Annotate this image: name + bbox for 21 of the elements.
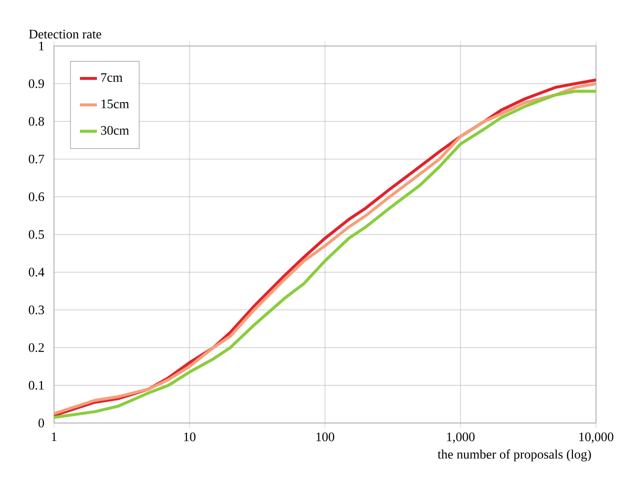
y-tick-label: 0.9: [28, 79, 44, 88]
x-tick-label: 100: [316, 432, 334, 442]
x-tick-label: 1,000: [447, 432, 475, 444]
y-tick-label: 0.2: [28, 343, 44, 352]
y-tick-label: 0.6: [28, 192, 44, 202]
y-tick-label: 0.4: [28, 268, 44, 277]
legend-label: 7cm: [101, 73, 123, 82]
y-tick-label: 0.7: [28, 154, 44, 164]
legend-label: 15cm: [102, 100, 129, 108]
y-tick-label: 1: [39, 42, 44, 50]
y-tick-label: 0: [38, 418, 44, 428]
y-tick-label: 0.3: [28, 306, 44, 314]
y-tick-label: 0.8: [28, 117, 44, 126]
x-tick-label: 1: [52, 432, 56, 442]
y-tick-label: 0.1: [28, 380, 44, 390]
y-tick-label: 0.5: [28, 230, 44, 239]
x-tick-label: 10,000: [579, 432, 614, 444]
y-axis-title: Detection rate: [29, 30, 102, 38]
x-axis-title: the number of proposals (log): [438, 449, 591, 462]
x-tick-label: 10: [184, 432, 196, 442]
legend-label: 30cm: [101, 126, 129, 135]
